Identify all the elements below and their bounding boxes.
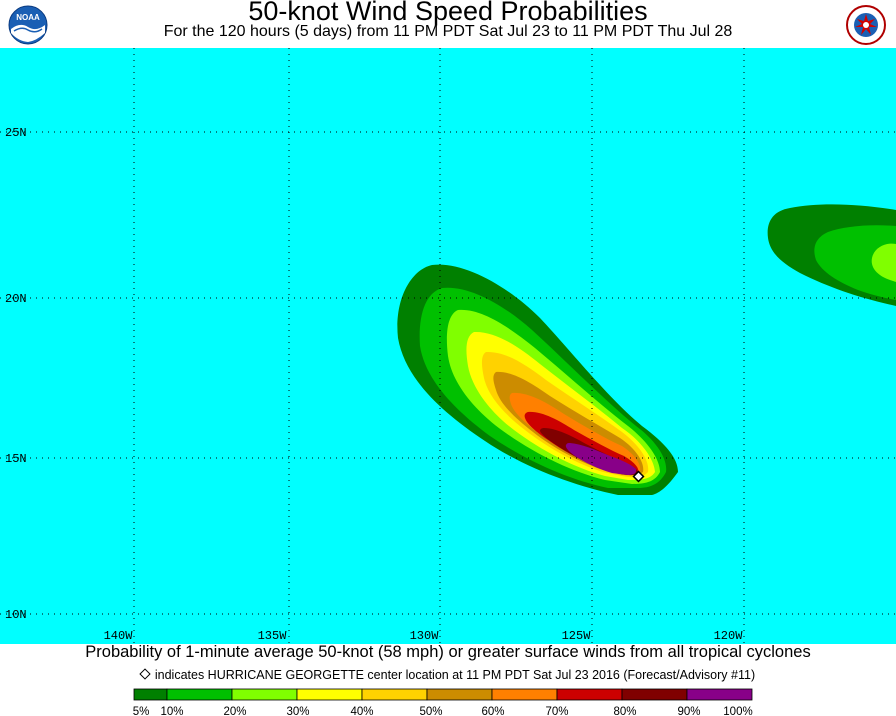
lat-label-20n: 20N <box>5 292 27 306</box>
legend-swatch <box>231 688 298 701</box>
legend-label: 80% <box>613 706 636 716</box>
legend-label: 20% <box>223 706 246 716</box>
legend-label: 90% <box>677 706 700 716</box>
legend-swatch <box>686 688 753 701</box>
lon-label-140w: 140W <box>104 629 134 643</box>
diamond-icon <box>139 668 151 680</box>
legend-label: 10% <box>160 706 183 716</box>
storm-center-note: indicates HURRICANE GEORGETTE center loc… <box>0 667 896 683</box>
map-title: 50-knot Wind Speed Probabilities <box>248 0 648 26</box>
legend-label: 5% <box>133 706 150 716</box>
probability-map: 25N 20N 15N 10N 140W 135W 130W 125W 120W <box>0 48 896 644</box>
legend-label: 40% <box>350 706 373 716</box>
legend-swatch <box>166 688 233 701</box>
noaa-logo-text: NOAA <box>16 13 40 22</box>
storm-center-note-text: indicates HURRICANE GEORGETTE center loc… <box>154 668 756 682</box>
lat-label-10n: 10N <box>5 608 27 622</box>
legend-label: 30% <box>286 706 309 716</box>
legend-label: 60% <box>481 706 504 716</box>
legend-label: 70% <box>545 706 568 716</box>
legend-swatch <box>133 688 168 701</box>
legend-swatch <box>361 688 428 701</box>
probability-swath-east <box>767 204 896 306</box>
lat-label-15n: 15N <box>5 452 27 466</box>
lon-label-120w: 120W <box>714 629 744 643</box>
probability-legend: 5% 10% 20% 30% 40% 50% 60% 70% 80% 90% 100% <box>133 688 753 716</box>
legend-swatch <box>556 688 623 701</box>
map-subtitle: For the 120 hours (5 days) from 11 PM PD… <box>163 23 733 40</box>
legend-swatch <box>491 688 558 701</box>
nws-logo <box>846 5 886 45</box>
legend-label: 100% <box>723 706 752 716</box>
map-caption: Probability of 1-minute average 50-knot … <box>85 643 811 661</box>
noaa-logo: NOAA <box>8 5 48 45</box>
lon-label-125w: 125W <box>562 629 592 643</box>
legend-swatch <box>296 688 363 701</box>
lon-label-135w: 135W <box>258 629 288 643</box>
probability-swath-main <box>397 264 678 495</box>
legend-swatch <box>621 688 688 701</box>
lon-label-130w: 130W <box>410 629 440 643</box>
legend-swatch <box>426 688 493 701</box>
legend-label: 50% <box>419 706 442 716</box>
storm-center-marker <box>632 470 645 483</box>
lat-label-25n: 25N <box>5 126 27 140</box>
